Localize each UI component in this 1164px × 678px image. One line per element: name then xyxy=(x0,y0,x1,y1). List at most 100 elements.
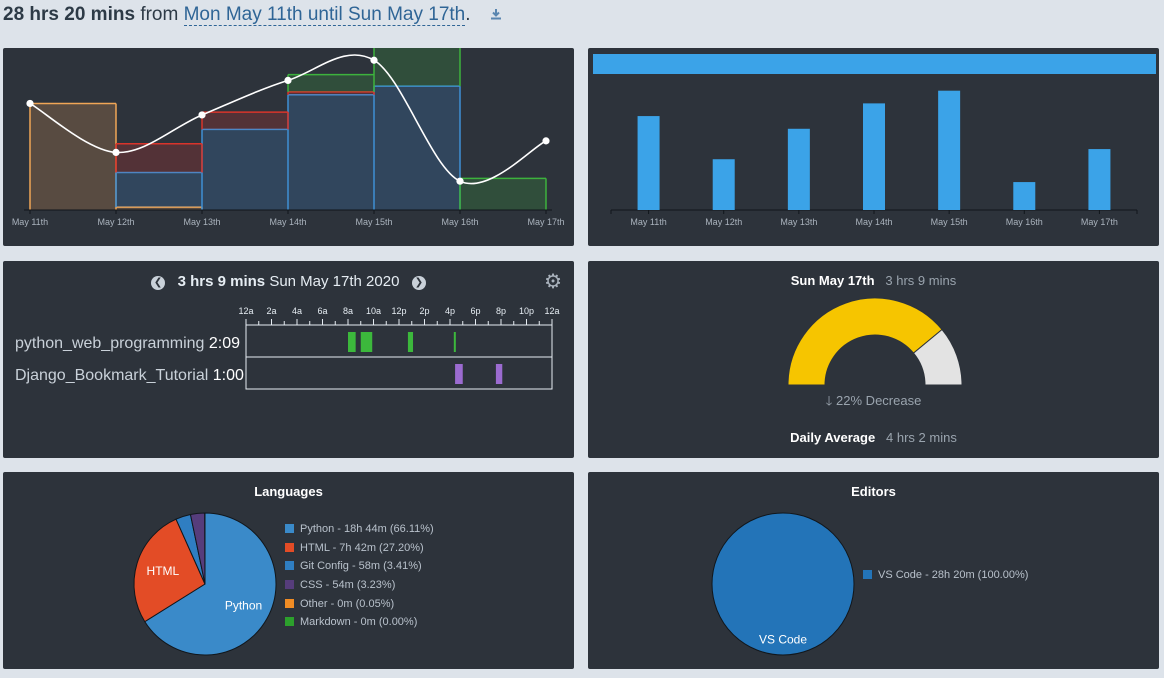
x-tick-label: May 16th xyxy=(441,217,478,227)
pie-label: Python xyxy=(225,598,262,612)
languages-pie: Python HTML xyxy=(133,512,277,656)
hour-label: 6a xyxy=(317,306,327,316)
activity-chart: May 11th May 12th May 13th May 14th May 15th… xyxy=(12,0,565,227)
series-area xyxy=(30,0,546,210)
languages-panel: Languages Python HTML Python - 18h 44m (6… xyxy=(3,472,574,669)
legend-label: Git Config - 58m (3.41%) xyxy=(300,560,422,573)
legend-item[interactable]: Markdown - 0m (0.00%) xyxy=(285,616,434,635)
editors-panel: Editors VS Code VS Code - 28h 20m (100.0… xyxy=(588,472,1159,669)
activity-block xyxy=(360,332,373,352)
legend-label: Markdown - 0m (0.00%) xyxy=(300,616,418,629)
x-tick-label: May 12th xyxy=(705,217,742,227)
curve-point xyxy=(112,148,120,156)
legend-swatch xyxy=(285,580,294,590)
project-name: Django_Bookmark_Tutorial xyxy=(15,367,209,384)
languages-legend: Python - 18h 44m (66.11%) HTML - 7h 42m (… xyxy=(285,523,434,635)
legend-item[interactable]: Other - 0m (0.05%) xyxy=(285,598,434,617)
series-area xyxy=(30,86,546,210)
legend-swatch xyxy=(285,561,294,571)
pie-label: HTML xyxy=(147,564,180,578)
curve-point xyxy=(198,111,206,119)
download-icon[interactable] xyxy=(490,4,502,26)
header-bar xyxy=(593,54,1156,74)
hour-label: 10p xyxy=(519,306,534,316)
x-tick-label: May 14th xyxy=(269,217,306,227)
legend-label: CSS - 54m (3.23%) xyxy=(300,579,396,592)
project-label: Django_Bookmark_Tutorial 1:00 xyxy=(15,367,244,385)
gauge-fill xyxy=(787,297,943,386)
activity-block xyxy=(453,332,456,352)
date-range-picker[interactable]: Mon May 11th until Sun May 17th xyxy=(183,4,466,27)
pie-label: VS Code xyxy=(759,632,807,646)
day-duration: 3 hrs 9 mins xyxy=(177,273,266,290)
editors-legend: VS Code - 28h 20m (100.00%) xyxy=(863,569,1028,588)
day-date: Sun May 17th 2020 xyxy=(269,273,400,290)
arrow-down-icon: 🡓 xyxy=(825,393,833,408)
next-day-button[interactable]: ❯ xyxy=(411,276,426,290)
gear-icon[interactable]: ⚙ xyxy=(544,271,562,293)
legend-item[interactable]: VS Code - 28h 20m (100.00%) xyxy=(863,569,1028,588)
x-tick-label: May 15th xyxy=(931,217,968,227)
change-text: 22% Decrease xyxy=(836,393,922,408)
legend-label: VS Code - 28h 20m (100.00%) xyxy=(878,569,1029,581)
hour-label: 2p xyxy=(419,306,429,316)
project-duration: 1:00 xyxy=(212,367,244,384)
daily-average: Daily Average 4 hrs 2 mins xyxy=(588,430,1159,445)
activity-block xyxy=(495,364,503,384)
activity-block xyxy=(407,332,414,352)
pie-slice xyxy=(711,512,855,656)
avg-label: Daily Average xyxy=(790,430,876,445)
legend-item[interactable]: Git Config - 58m (3.41%) xyxy=(285,560,434,579)
bar xyxy=(1088,149,1111,210)
x-tick-label: May 15th xyxy=(355,217,392,227)
x-tick-label: May 17th xyxy=(527,217,564,227)
daily-gauge-panel: Sun May 17th 3 hrs 9 mins 🡓 22% Decrease… xyxy=(588,261,1159,458)
activity-chart-panel: May 11th May 12th May 13th May 14th May 15th… xyxy=(3,0,574,246)
languages-title: Languages xyxy=(254,484,323,499)
hour-label: 2a xyxy=(266,306,276,316)
legend-label: HTML - 7h 42m (27.20%) xyxy=(300,541,424,554)
x-tick-label: May 14th xyxy=(855,217,892,227)
gauge-day-value: 3 hrs 9 mins xyxy=(885,273,957,288)
gauge-chart xyxy=(787,297,963,386)
legend-swatch xyxy=(863,570,872,579)
legend-item[interactable]: Python - 18h 44m (66.11%) xyxy=(285,523,434,542)
hour-label: 4a xyxy=(292,306,302,316)
project-row xyxy=(245,356,553,390)
legend-item[interactable]: CSS - 54m (3.23%) xyxy=(285,579,434,598)
period: . xyxy=(465,4,471,26)
project-label: python_web_programming 2:09 xyxy=(15,335,240,353)
curve-point xyxy=(370,56,378,64)
legend-label: Python - 18h 44m (66.11%) xyxy=(300,523,434,535)
project-row xyxy=(245,324,553,358)
bar xyxy=(863,103,885,210)
daily-bar-chart-panel: May 11th May 12th May 13th May 14th May 15th… xyxy=(588,48,1159,246)
bar xyxy=(637,116,660,210)
legend-swatch xyxy=(285,598,294,608)
daily-bar-chart: May 11th May 12th May 13th May 14th May 15th… xyxy=(593,54,1156,227)
hour-label: 8a xyxy=(343,306,353,316)
activity-block xyxy=(348,332,356,352)
x-tick-label: May 11th xyxy=(12,217,48,227)
gauge-remainder xyxy=(912,328,963,386)
curve-point xyxy=(26,99,34,108)
activity-block xyxy=(455,364,463,384)
bar xyxy=(938,90,961,210)
series-area xyxy=(30,103,546,210)
hour-label: 12p xyxy=(391,306,406,316)
summary-header: 28 hrs 20 mins from Mon May 11th until S… xyxy=(3,4,502,34)
from-word: from xyxy=(140,4,179,26)
legend-swatch xyxy=(285,524,294,533)
project-duration: 2:09 xyxy=(208,335,241,352)
legend-swatch xyxy=(285,617,294,627)
legend-item[interactable]: HTML - 7h 42m (27.20%) xyxy=(285,542,434,561)
x-tick-label: May 11th xyxy=(630,217,666,227)
hour-label: 4p xyxy=(445,306,455,316)
editors-pie: VS Code xyxy=(711,512,855,656)
x-tick-label: May 13th xyxy=(780,217,817,227)
x-tick-label: May 13th xyxy=(183,217,220,227)
prev-day-button[interactable]: ❮ xyxy=(151,276,166,290)
project-name: python_web_programming xyxy=(15,335,205,352)
hour-label: 12a xyxy=(544,306,559,316)
hour-label: 8p xyxy=(496,306,506,316)
